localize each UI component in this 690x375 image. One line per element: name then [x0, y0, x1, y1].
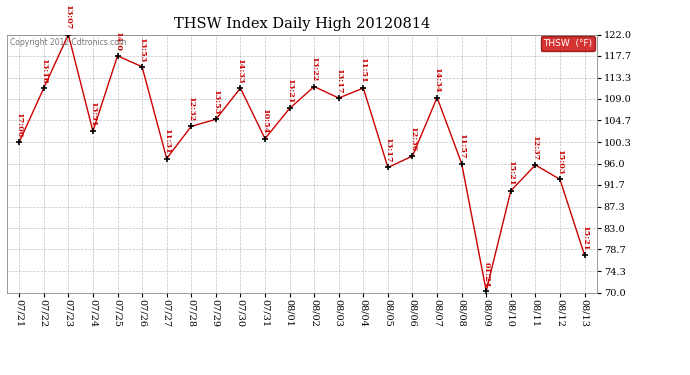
Text: 11:31: 11:31 — [163, 129, 170, 154]
Text: 12:36: 12:36 — [408, 127, 417, 152]
Text: 12:32: 12:32 — [187, 97, 195, 122]
Text: 13:18: 13:18 — [40, 58, 48, 84]
Text: 13:21: 13:21 — [286, 79, 293, 105]
Text: 11:51: 11:51 — [359, 58, 367, 84]
Text: 15:03: 15:03 — [556, 150, 564, 176]
Text: 13:07: 13:07 — [64, 5, 72, 30]
Text: 13:53: 13:53 — [138, 38, 146, 63]
Text: Copyright 2012 Cdtronics.com: Copyright 2012 Cdtronics.com — [10, 38, 126, 47]
Text: 15:21: 15:21 — [507, 161, 515, 187]
Legend: THSW  (°F): THSW (°F) — [540, 36, 595, 51]
Title: THSW Index Daily High 20120814: THSW Index Daily High 20120814 — [174, 16, 430, 30]
Text: 10:54: 10:54 — [261, 110, 269, 135]
Text: 14:0: 14:0 — [114, 32, 121, 52]
Text: 13:17: 13:17 — [384, 138, 392, 164]
Text: 01:24: 01:24 — [482, 262, 490, 287]
Text: 17:06: 17:06 — [15, 113, 23, 138]
Text: 14:33: 14:33 — [237, 59, 244, 84]
Text: 13:22: 13:22 — [310, 57, 318, 82]
Text: 14:34: 14:34 — [433, 68, 441, 93]
Text: 12:37: 12:37 — [531, 136, 540, 161]
Text: 13:53: 13:53 — [212, 90, 220, 116]
Text: 13:17: 13:17 — [335, 69, 343, 94]
Text: 15:21: 15:21 — [580, 226, 589, 251]
Text: 13:51: 13:51 — [89, 102, 97, 127]
Text: 11:57: 11:57 — [457, 134, 466, 159]
